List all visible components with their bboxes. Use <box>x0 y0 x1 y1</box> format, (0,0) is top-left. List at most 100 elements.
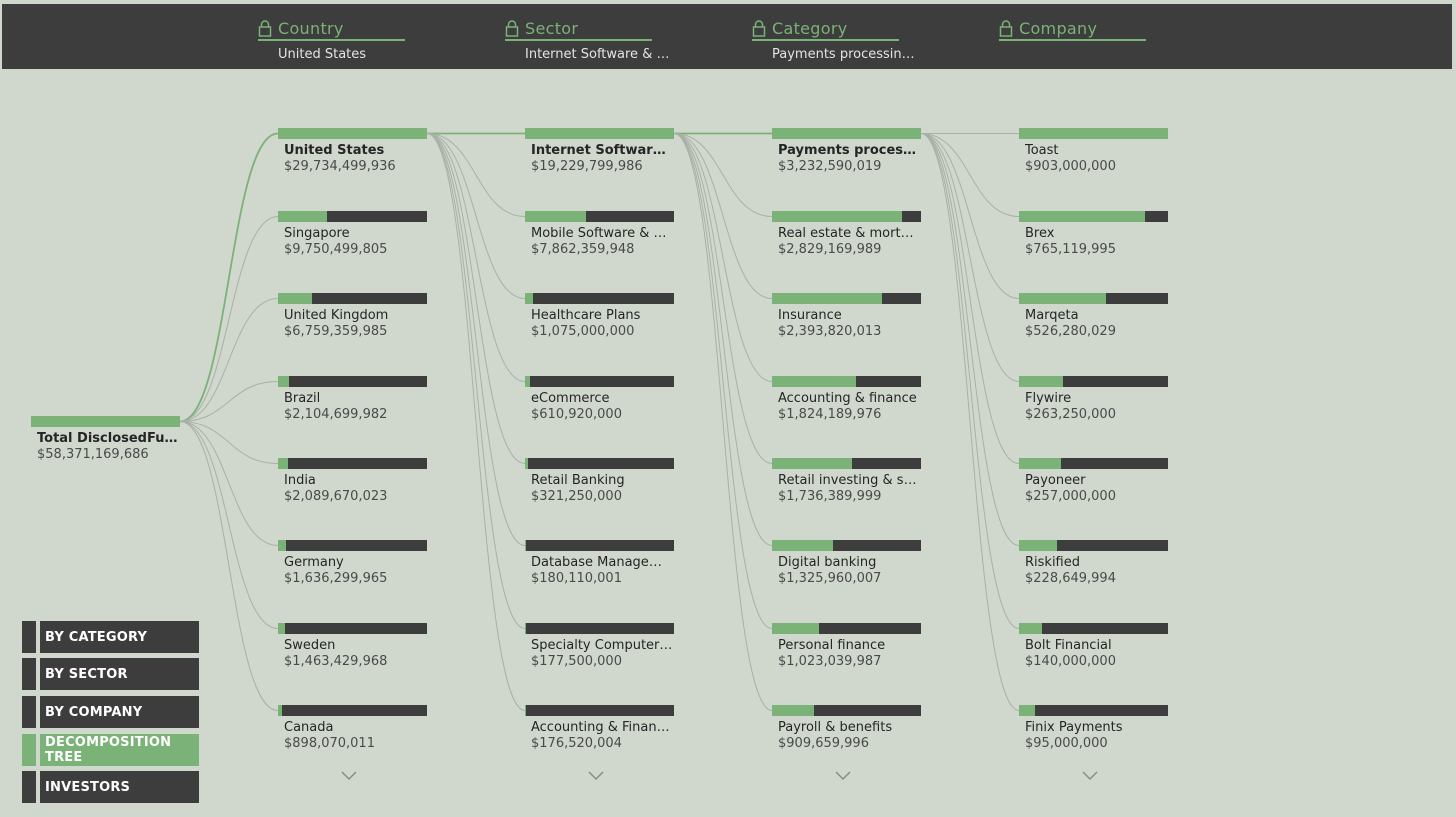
node-value: $1,824,189,976 <box>778 407 882 422</box>
node-bar-fill <box>278 293 312 304</box>
tree-node-category[interactable]: Digital banking $1,325,960,007 <box>772 540 921 587</box>
node-label: Payments processing... <box>778 143 921 158</box>
connector <box>179 421 279 629</box>
tree-node-company[interactable]: Bolt Financial $140,000,000 <box>1019 623 1168 670</box>
node-label: Finix Payments <box>1025 720 1123 735</box>
node-bar-fill <box>772 211 903 222</box>
tree-node-category[interactable]: Insurance $2,393,820,013 <box>772 293 921 340</box>
node-value: $898,070,011 <box>284 736 375 751</box>
node-bar <box>772 128 921 139</box>
node-value: $6,759,359,985 <box>284 324 388 339</box>
connector <box>920 133 1020 464</box>
connector <box>426 133 526 299</box>
tree-node-sector[interactable]: Mobile Software & Ser... $7,862,359,948 <box>525 211 674 258</box>
node-bar-fill <box>278 623 286 634</box>
chevron-down-icon[interactable] <box>341 771 357 781</box>
nav-button-by-company[interactable]: BY COMPANY <box>22 696 199 728</box>
nav-button-by-category[interactable]: BY CATEGORY <box>22 621 199 653</box>
tree-node-company[interactable]: Marqeta $526,280,029 <box>1019 293 1168 340</box>
header-level-company[interactable]: Company <box>999 17 1168 47</box>
header-level-sector[interactable]: Sector Internet Software & Se... <box>505 17 674 62</box>
tree-node-country[interactable]: India $2,089,670,023 <box>278 458 427 505</box>
tree-node-category[interactable]: Payroll & benefits $909,659,996 <box>772 705 921 752</box>
tree-node-sector[interactable]: Specialty Computer H... $177,500,000 <box>525 623 674 670</box>
tree-node-country[interactable]: Brazil $2,104,699,982 <box>278 376 427 423</box>
tree-node-sector[interactable]: Database Managemen...$180,110,001 <box>525 540 674 587</box>
node-label: Singapore <box>284 226 350 241</box>
tree-node-company[interactable]: Finix Payments $95,000,000 <box>1019 705 1168 752</box>
connector <box>426 133 526 546</box>
node-bar <box>525 211 674 222</box>
tree-node-category[interactable]: Retail investing & seco...$1,736,389,999 <box>772 458 921 505</box>
node-label: Accounting & Finance ... <box>531 720 674 735</box>
node-value: $2,393,820,013 <box>778 324 882 339</box>
node-label: Insurance <box>778 308 842 323</box>
node-bar-fill <box>278 705 283 716</box>
tree-node-country[interactable]: United Kingdom $6,759,359,985 <box>278 293 427 340</box>
root-node[interactable]: Total DisclosedFundi... $58,371,169,686 <box>31 416 180 463</box>
tree-node-country[interactable]: United States $29,734,499,936 <box>278 128 427 175</box>
nav-button-decomposition-tree[interactable]: DECOMPOSITION TREE <box>22 734 199 766</box>
tree-node-company[interactable]: Toast $903,000,000 <box>1019 128 1168 175</box>
node-label: Brazil <box>284 391 321 406</box>
connector <box>920 133 1020 217</box>
tree-node-sector[interactable]: Internet Software & ...$19,229,799,986 <box>525 128 674 175</box>
tree-node-country[interactable]: Germany $1,636,299,965 <box>278 540 427 587</box>
tree-node-category[interactable]: Personal finance $1,023,039,987 <box>772 623 921 670</box>
tree-node-sector[interactable]: Retail Banking $321,250,000 <box>525 458 674 505</box>
nav-button-investors[interactable]: INVESTORS <box>22 771 199 803</box>
node-value: $140,000,000 <box>1025 654 1116 669</box>
node-bar-fill <box>278 376 289 387</box>
chevron-down-icon[interactable] <box>588 771 604 781</box>
node-bar-fill <box>525 623 527 634</box>
node-bar <box>278 705 427 716</box>
chevron-down-icon[interactable] <box>835 771 851 781</box>
header-level-category[interactable]: Category Payments processing ... <box>752 17 921 62</box>
node-bar <box>278 540 427 551</box>
node-value: $1,075,000,000 <box>531 324 635 339</box>
node-label: Personal finance <box>778 638 886 653</box>
connector <box>673 133 773 546</box>
tree-node-sector[interactable]: Accounting & Finance ... $176,520,004 <box>525 705 674 752</box>
tree-node-company[interactable]: Flywire $263,250,000 <box>1019 376 1168 423</box>
tree-node-country[interactable]: Canada $898,070,011 <box>278 705 427 752</box>
tree-node-sector[interactable]: eCommerce $610,920,000 <box>525 376 674 423</box>
lock-icon <box>752 19 766 37</box>
node-label: Mobile Software & Ser... <box>531 226 674 241</box>
tree-node-sector[interactable]: Healthcare Plans $1,075,000,000 <box>525 293 674 340</box>
connector <box>426 133 526 711</box>
node-bar <box>278 128 427 139</box>
tree-node-company[interactable]: Riskified $228,649,994 <box>1019 540 1168 587</box>
node-bar <box>1019 705 1168 716</box>
node-bar-fill <box>772 540 834 551</box>
node-value: $9,750,499,805 <box>284 242 388 257</box>
tree-node-company[interactable]: Payoneer $257,000,000 <box>1019 458 1168 505</box>
node-bar <box>772 293 921 304</box>
node-value: $58,371,169,686 <box>37 447 149 462</box>
node-label: Sweden <box>284 638 336 653</box>
chevron-down-icon[interactable] <box>1082 771 1098 781</box>
node-label: Digital banking <box>778 555 877 570</box>
tree-node-company[interactable]: Brex $765,119,995 <box>1019 211 1168 258</box>
node-bar-fill <box>1019 458 1062 469</box>
tree-node-country[interactable]: Sweden $1,463,429,968 <box>278 623 427 670</box>
connector <box>673 133 773 464</box>
node-value: $29,734,499,936 <box>284 159 396 174</box>
node-label: Germany <box>284 555 344 570</box>
node-label: Specialty Computer H... <box>531 638 674 653</box>
header-level-country[interactable]: Country United States <box>258 17 427 62</box>
nav-button-label: INVESTORS <box>40 771 199 803</box>
node-bar-fill <box>1019 705 1035 716</box>
tree-node-category[interactable]: Payments processing...$3,232,590,019 <box>772 128 921 175</box>
tree-node-category[interactable]: Accounting & finance $1,824,189,976 <box>772 376 921 423</box>
node-bar-fill <box>1019 540 1057 551</box>
node-value: $321,250,000 <box>531 489 622 504</box>
tree-node-category[interactable]: Real estate & mortgage $2,829,169,989 <box>772 211 921 258</box>
node-bar <box>772 211 921 222</box>
node-label: Flywire <box>1025 391 1072 406</box>
tree-node-country[interactable]: Singapore $9,750,499,805 <box>278 211 427 258</box>
nav-button-by-sector[interactable]: BY SECTOR <box>22 658 199 690</box>
node-bar <box>31 416 180 427</box>
node-bar <box>772 623 921 634</box>
